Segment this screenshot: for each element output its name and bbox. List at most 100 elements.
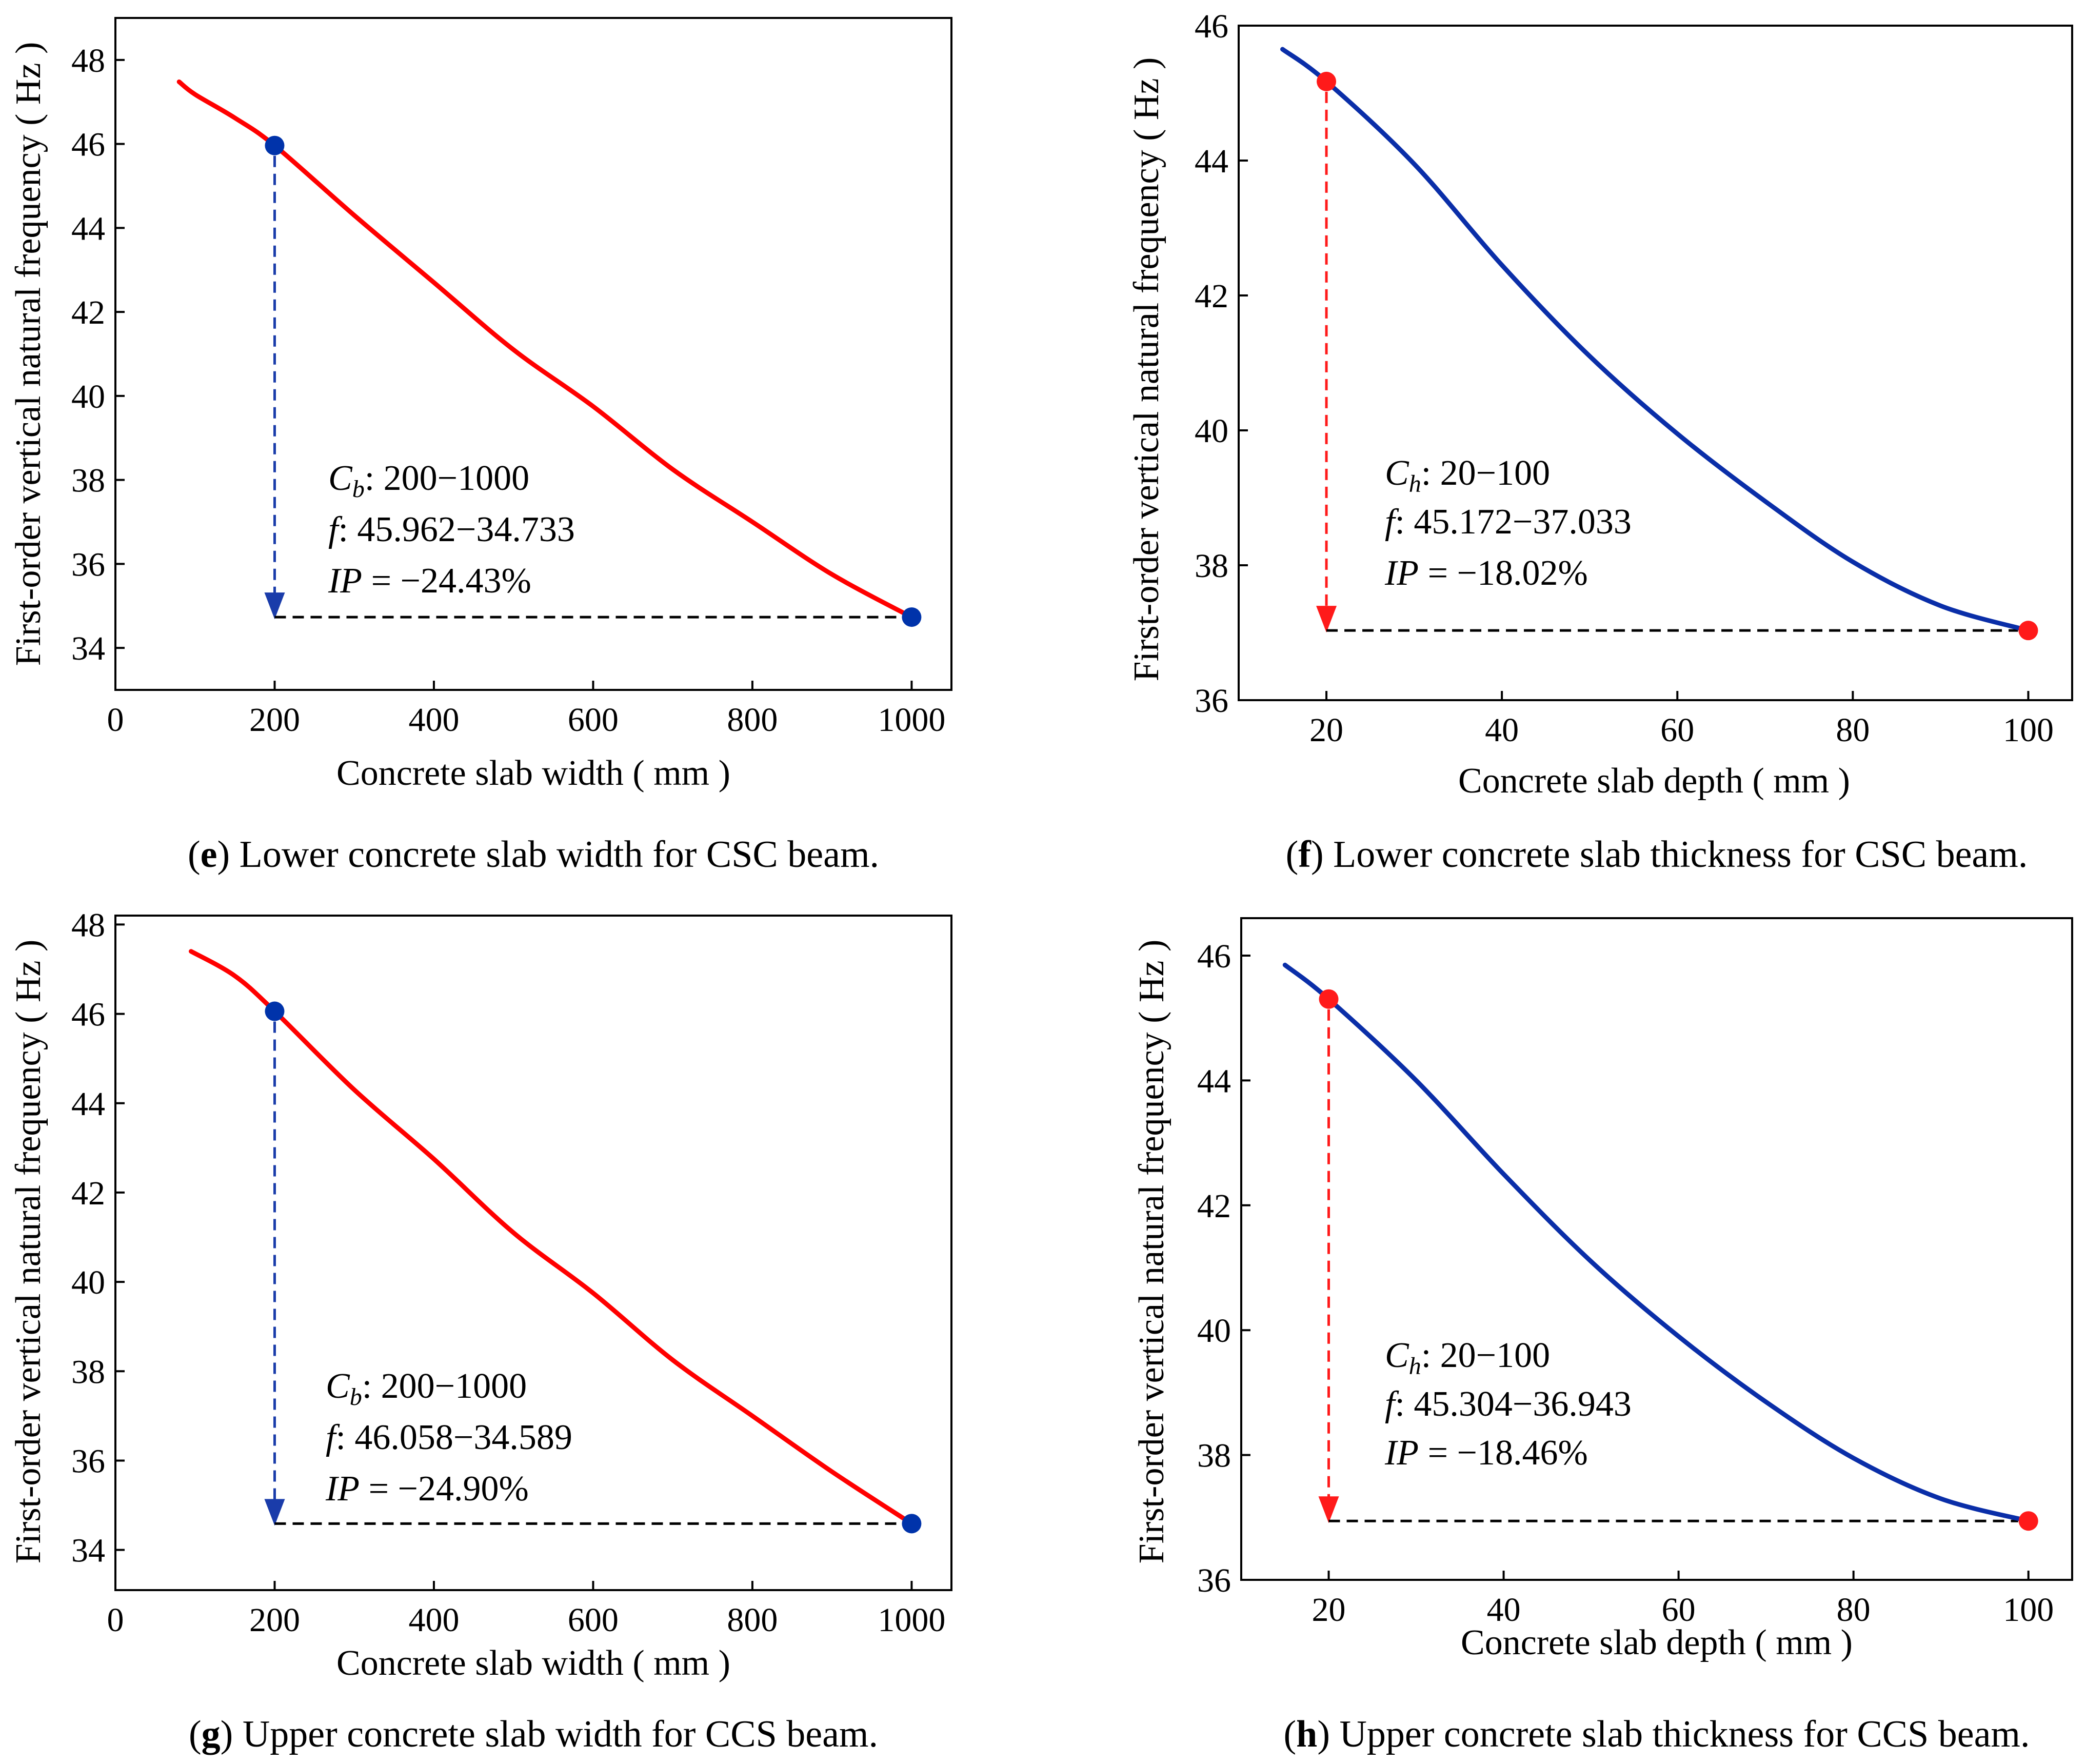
end-marker bbox=[2018, 1511, 2038, 1531]
x-axis-label: Concrete slab depth ( mm ) bbox=[1461, 1623, 1853, 1662]
x-tick-label: 800 bbox=[727, 701, 778, 739]
y-tick-label: 40 bbox=[1197, 1312, 1231, 1350]
panel-f: 20 40 60 80 100 36 38 40 42 44 46 Concrete slab d… bbox=[1127, 8, 2073, 876]
y-tick-label: 40 bbox=[71, 378, 105, 415]
annotation-line-frequency: f: 45.172−37.033 bbox=[1385, 502, 1632, 542]
y-tick-label: 40 bbox=[71, 1264, 105, 1301]
x-tick-label: 400 bbox=[408, 1601, 459, 1639]
series-line bbox=[176, 80, 914, 620]
y-tick-label: 36 bbox=[71, 1442, 105, 1480]
y-tick-label: 44 bbox=[1195, 143, 1228, 180]
y-tick-label: 48 bbox=[71, 906, 105, 944]
plot-frame bbox=[114, 17, 952, 691]
x-tick-label: 0 bbox=[107, 701, 124, 739]
start-marker bbox=[1319, 989, 1339, 1009]
y-ticks: 36 38 40 42 44 46 bbox=[1197, 938, 1250, 1599]
panel-caption: (f) Lower concrete slab thickness for CS… bbox=[1286, 834, 2028, 876]
y-tick-label: 40 bbox=[1195, 412, 1228, 450]
annotation-line-range: Cb: 200−1000 bbox=[326, 1366, 527, 1411]
end-marker bbox=[902, 607, 922, 627]
y-tick-label: 34 bbox=[71, 630, 105, 667]
y-tick-label: 42 bbox=[1195, 278, 1228, 315]
y-tick-label: 46 bbox=[71, 996, 105, 1034]
y-ticks: 36 38 40 42 44 46 bbox=[1195, 8, 1248, 720]
arrow-head bbox=[264, 1499, 285, 1526]
x-tick-label: 40 bbox=[1487, 1591, 1521, 1629]
plot-frame bbox=[1238, 25, 2073, 701]
x-tick-label: 100 bbox=[2003, 711, 2054, 749]
annotation-line-ip: IP = −18.46% bbox=[1384, 1433, 1588, 1473]
x-tick-label: 1000 bbox=[878, 1601, 945, 1639]
annotation: Cb: 200−1000 f: 46.058−34.589 IP = −24.9… bbox=[325, 1366, 572, 1509]
y-tick-label: 38 bbox=[1197, 1437, 1231, 1475]
y-tick-label: 44 bbox=[71, 210, 105, 247]
y-tick-label: 46 bbox=[1197, 938, 1231, 975]
x-tick-label: 100 bbox=[2003, 1591, 2054, 1629]
x-tick-label: 60 bbox=[1662, 1591, 1696, 1629]
x-tick-label: 600 bbox=[568, 701, 619, 739]
arrow-head bbox=[264, 592, 285, 620]
x-tick-label: 60 bbox=[1660, 711, 1694, 749]
x-axis-label: Concrete slab width ( mm ) bbox=[336, 754, 730, 793]
x-tick-label: 80 bbox=[1837, 1591, 1871, 1629]
arrow-head bbox=[1316, 606, 1337, 633]
x-ticks: 20 40 60 80 100 bbox=[1312, 1571, 2054, 1629]
panel-e: 0 200 400 600 800 1000 34 36 38 40 42 44 46 48 Concr… bbox=[9, 17, 952, 876]
annotation: Ch: 20−100 f: 45.172−37.033 IP = −18.02% bbox=[1384, 453, 1632, 593]
y-tick-label: 46 bbox=[1195, 8, 1228, 45]
x-tick-label: 200 bbox=[249, 1601, 300, 1639]
annotation-line-frequency: f: 45.304−36.943 bbox=[1385, 1384, 1632, 1424]
y-tick-label: 38 bbox=[71, 1353, 105, 1391]
y-axis-label: First-order vertical natural frequency (… bbox=[9, 42, 48, 666]
annotation-line-range: Ch: 20−100 bbox=[1385, 1336, 1550, 1380]
annotation-line-ip: IP = −18.02% bbox=[1384, 553, 1588, 593]
plot-frame bbox=[114, 915, 952, 1591]
y-ticks: 34 36 38 40 42 44 46 48 bbox=[71, 42, 125, 667]
x-axis-label: Concrete slab width ( mm ) bbox=[336, 1643, 730, 1683]
start-marker bbox=[265, 135, 285, 155]
annotation-line-ip: IP = −24.90% bbox=[325, 1469, 529, 1509]
x-tick-label: 1000 bbox=[878, 701, 945, 739]
annotation-line-range: Cb: 200−1000 bbox=[328, 459, 529, 503]
x-ticks: 20 40 60 80 100 bbox=[1309, 691, 2054, 749]
annotation-line-ip: IP = −24.43% bbox=[328, 561, 531, 601]
end-marker bbox=[902, 1514, 922, 1534]
y-tick-label: 42 bbox=[1197, 1187, 1231, 1225]
x-axis-label: Concrete slab depth ( mm ) bbox=[1458, 761, 1850, 801]
y-tick-label: 42 bbox=[71, 294, 105, 331]
x-ticks: 0 200 400 600 800 1000 bbox=[107, 681, 945, 739]
arrow-head bbox=[1318, 1496, 1339, 1523]
y-tick-label: 42 bbox=[71, 1175, 105, 1212]
annotation: Cb: 200−1000 f: 45.962−34.733 IP = −24.4… bbox=[328, 459, 575, 601]
y-tick-label: 36 bbox=[1197, 1562, 1231, 1599]
panel-caption: (e) Lower concrete slab width for CSC be… bbox=[188, 834, 879, 876]
annotation: Ch: 20−100 f: 45.304−36.943 IP = −18.46% bbox=[1384, 1336, 1632, 1473]
y-tick-label: 34 bbox=[71, 1532, 105, 1570]
y-tick-label: 44 bbox=[71, 1085, 105, 1123]
x-tick-label: 800 bbox=[727, 1601, 778, 1639]
x-tick-label: 20 bbox=[1309, 711, 1343, 749]
series-line bbox=[1280, 47, 2031, 633]
x-tick-label: 80 bbox=[1836, 711, 1870, 749]
annotation-line-range: Ch: 20−100 bbox=[1385, 453, 1550, 498]
y-tick-label: 38 bbox=[1195, 547, 1228, 585]
panel-caption: (g) Upper concrete slab width for CCS be… bbox=[189, 1713, 878, 1755]
y-tick-label: 44 bbox=[1197, 1062, 1231, 1100]
y-tick-label: 36 bbox=[1195, 682, 1228, 720]
y-tick-label: 38 bbox=[71, 462, 105, 500]
panel-h: 20 40 60 80 100 36 38 40 42 44 46 Concrete slab d… bbox=[1132, 917, 2073, 1755]
y-axis-label: First-order vertical natural frequency (… bbox=[1132, 940, 1171, 1564]
start-marker bbox=[1317, 71, 1337, 91]
plot-frame bbox=[1240, 917, 2073, 1581]
x-tick-label: 200 bbox=[249, 701, 300, 739]
y-axis-label: First-order vertical natural frequency (… bbox=[9, 940, 48, 1564]
x-tick-label: 20 bbox=[1312, 1591, 1346, 1629]
start-marker bbox=[265, 1001, 285, 1021]
y-axis-label: First-order vertical natural frequency (… bbox=[1127, 57, 1166, 682]
x-tick-label: 0 bbox=[107, 1601, 124, 1639]
x-tick-label: 40 bbox=[1485, 711, 1519, 749]
y-tick-label: 36 bbox=[71, 546, 105, 583]
panel-caption: (h) Upper concrete slab thickness for CC… bbox=[1284, 1713, 2030, 1755]
annotation-line-frequency: f: 46.058−34.589 bbox=[326, 1418, 572, 1457]
